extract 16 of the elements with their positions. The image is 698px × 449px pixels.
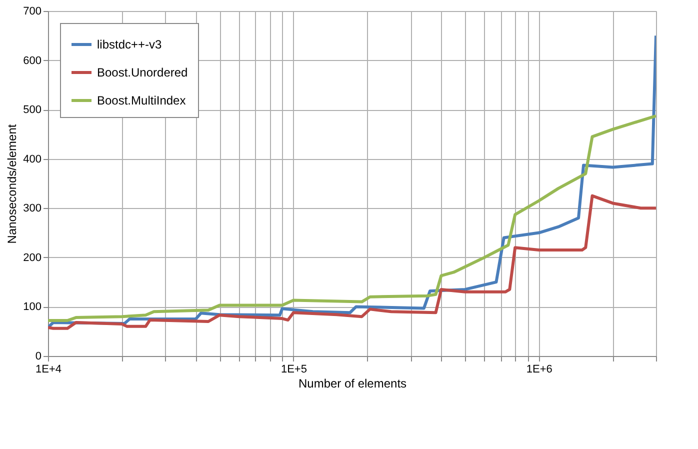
legend-label: Boost.Unordered — [97, 66, 188, 80]
x-tick-label: 1E+4 — [36, 364, 62, 376]
y-tick-label: 600 — [23, 54, 42, 67]
y-tick-label: 500 — [23, 104, 42, 116]
y-tick-label: 400 — [23, 153, 42, 166]
y-tick-label: 100 — [23, 301, 42, 314]
y-tick-label: 300 — [23, 202, 42, 215]
x-tick-label: 1E+6 — [526, 364, 552, 376]
legend-label: Boost.MultiIndex — [97, 94, 186, 108]
y-tick-label: 700 — [23, 6, 42, 18]
y-axis-title: Nanoseconds/element — [5, 124, 20, 244]
x-tick-label: 1E+5 — [280, 364, 307, 376]
y-tick-label: 200 — [23, 252, 42, 264]
legend-label: libstdc++-v3 — [97, 38, 162, 52]
y-tick-label: 0 — [35, 350, 42, 362]
x-axis-title: Number of elements — [298, 376, 407, 390]
